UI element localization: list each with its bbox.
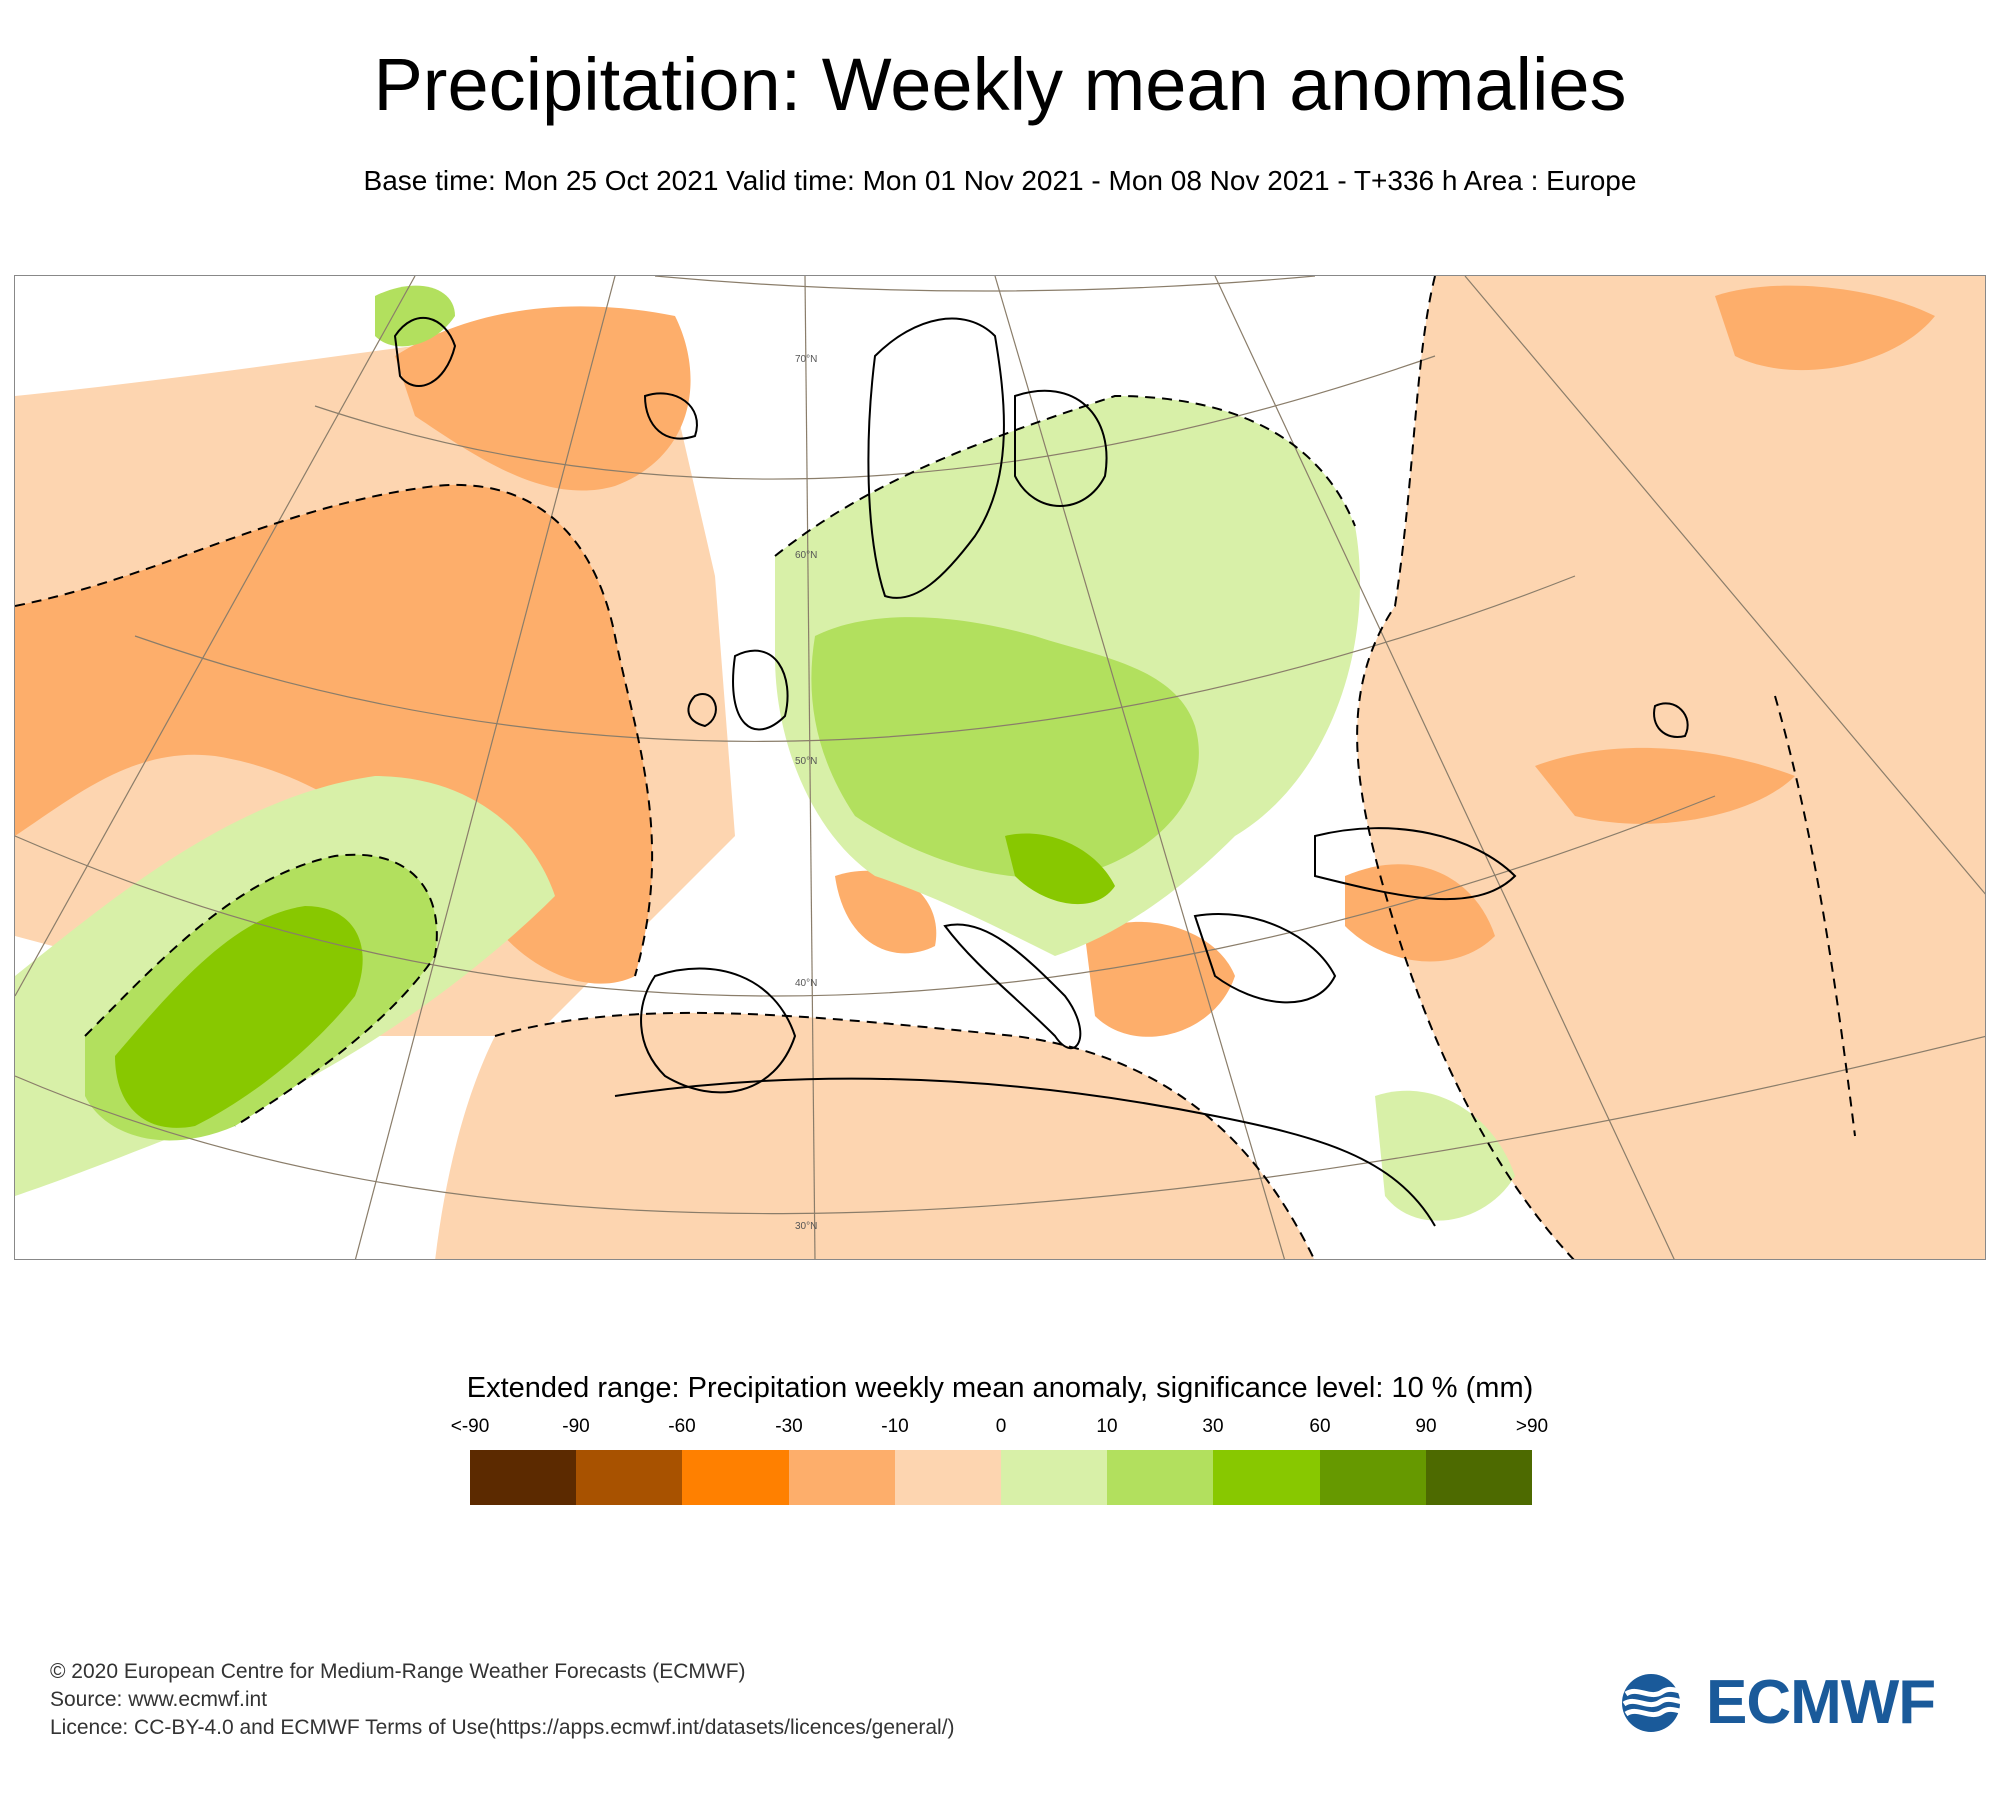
legend-tick: 10 [1096, 1416, 1118, 1437]
legend-tick: -90 [562, 1416, 590, 1437]
ecmwf-logo-text: ECMWF [1706, 1668, 1936, 1737]
legend-tick: 60 [1309, 1416, 1331, 1437]
dry-anomaly-iceland [395, 306, 691, 491]
legend-tick: 0 [995, 1416, 1007, 1437]
legend-tick: -30 [775, 1416, 803, 1437]
lat-label-40: 40°N [795, 978, 817, 989]
source-line: Source: www.ecmwf.int [50, 1688, 268, 1711]
lat-label-70: 70°N [795, 354, 817, 365]
wet-anomaly-middle-east [1375, 1090, 1515, 1221]
latitude-labels: 70°N 60°N 50°N 40°N 30°N [795, 354, 817, 1232]
legend-tick: 90 [1415, 1416, 1437, 1437]
dry-anomaly-east-band [1535, 747, 1795, 824]
legend-swatch [470, 1450, 577, 1505]
graticule [15, 276, 1985, 1259]
copyright-line: © 2020 European Centre for Medium-Range … [50, 1660, 746, 1683]
legend-tick: -10 [881, 1416, 909, 1437]
coastlines [393, 316, 1689, 1227]
legend-swatch [1213, 1450, 1320, 1505]
legend-swatch [682, 1450, 789, 1505]
legend-color-bar [470, 1450, 1533, 1505]
significance-contours [15, 276, 1856, 1259]
dry-anomaly-siberia [1715, 285, 1935, 371]
lat-label-30: 30°N [795, 1221, 817, 1232]
legend-swatch [1425, 1450, 1533, 1505]
legend-swatch [1319, 1450, 1426, 1505]
legend-tick: 30 [1202, 1416, 1224, 1437]
legend-swatch [788, 1450, 895, 1505]
dry-anomaly-iberia [835, 870, 937, 954]
map-svg: 70°N 60°N 50°N 40°N 30°N [15, 276, 1985, 1259]
legend-swatch [1107, 1450, 1214, 1505]
chart-subtitle: Base time: Mon 25 Oct 2021 Valid time: M… [363, 165, 1637, 196]
color-legend: <-90 -90 -60 -30 -10 0 10 30 60 90 >90 [451, 1415, 1548, 1510]
lat-label-60: 60°N [795, 550, 817, 561]
footer-credits: © 2020 European Centre for Medium-Range … [50, 1658, 955, 1742]
wet-anomaly-central-europe [811, 617, 1199, 878]
dry-anomaly-turkey [1345, 864, 1495, 962]
legend-swatch [1001, 1450, 1108, 1505]
legend-tick: -60 [668, 1416, 696, 1437]
legend-tick: >90 [1515, 1416, 1549, 1437]
legend-swatch [894, 1450, 1002, 1505]
licence-line: Licence: CC-BY-4.0 and ECMWF Terms of Us… [50, 1716, 955, 1739]
legend-swatch [576, 1450, 683, 1505]
wet-anomaly-greenland [375, 285, 455, 347]
wet-anomaly-alps [1005, 833, 1115, 905]
wet-anomaly-atlantic-core [115, 906, 363, 1128]
ecmwf-logo: ECMWF [1620, 1668, 1960, 1738]
ecmwf-logo-icon [1622, 1674, 1700, 1732]
dry-anomaly-balkans [1085, 921, 1235, 1037]
anomaly-map: 70°N 60°N 50°N 40°N 30°N [14, 275, 1986, 1260]
lat-label-50: 50°N [795, 756, 817, 767]
chart-title: Precipitation: Weekly mean anomalies [373, 43, 1627, 126]
legend-title: Extended range: Precipitation weekly mea… [466, 1372, 1534, 1404]
legend-tick: <-90 [450, 1416, 490, 1437]
anomaly-fields [15, 276, 1985, 1259]
